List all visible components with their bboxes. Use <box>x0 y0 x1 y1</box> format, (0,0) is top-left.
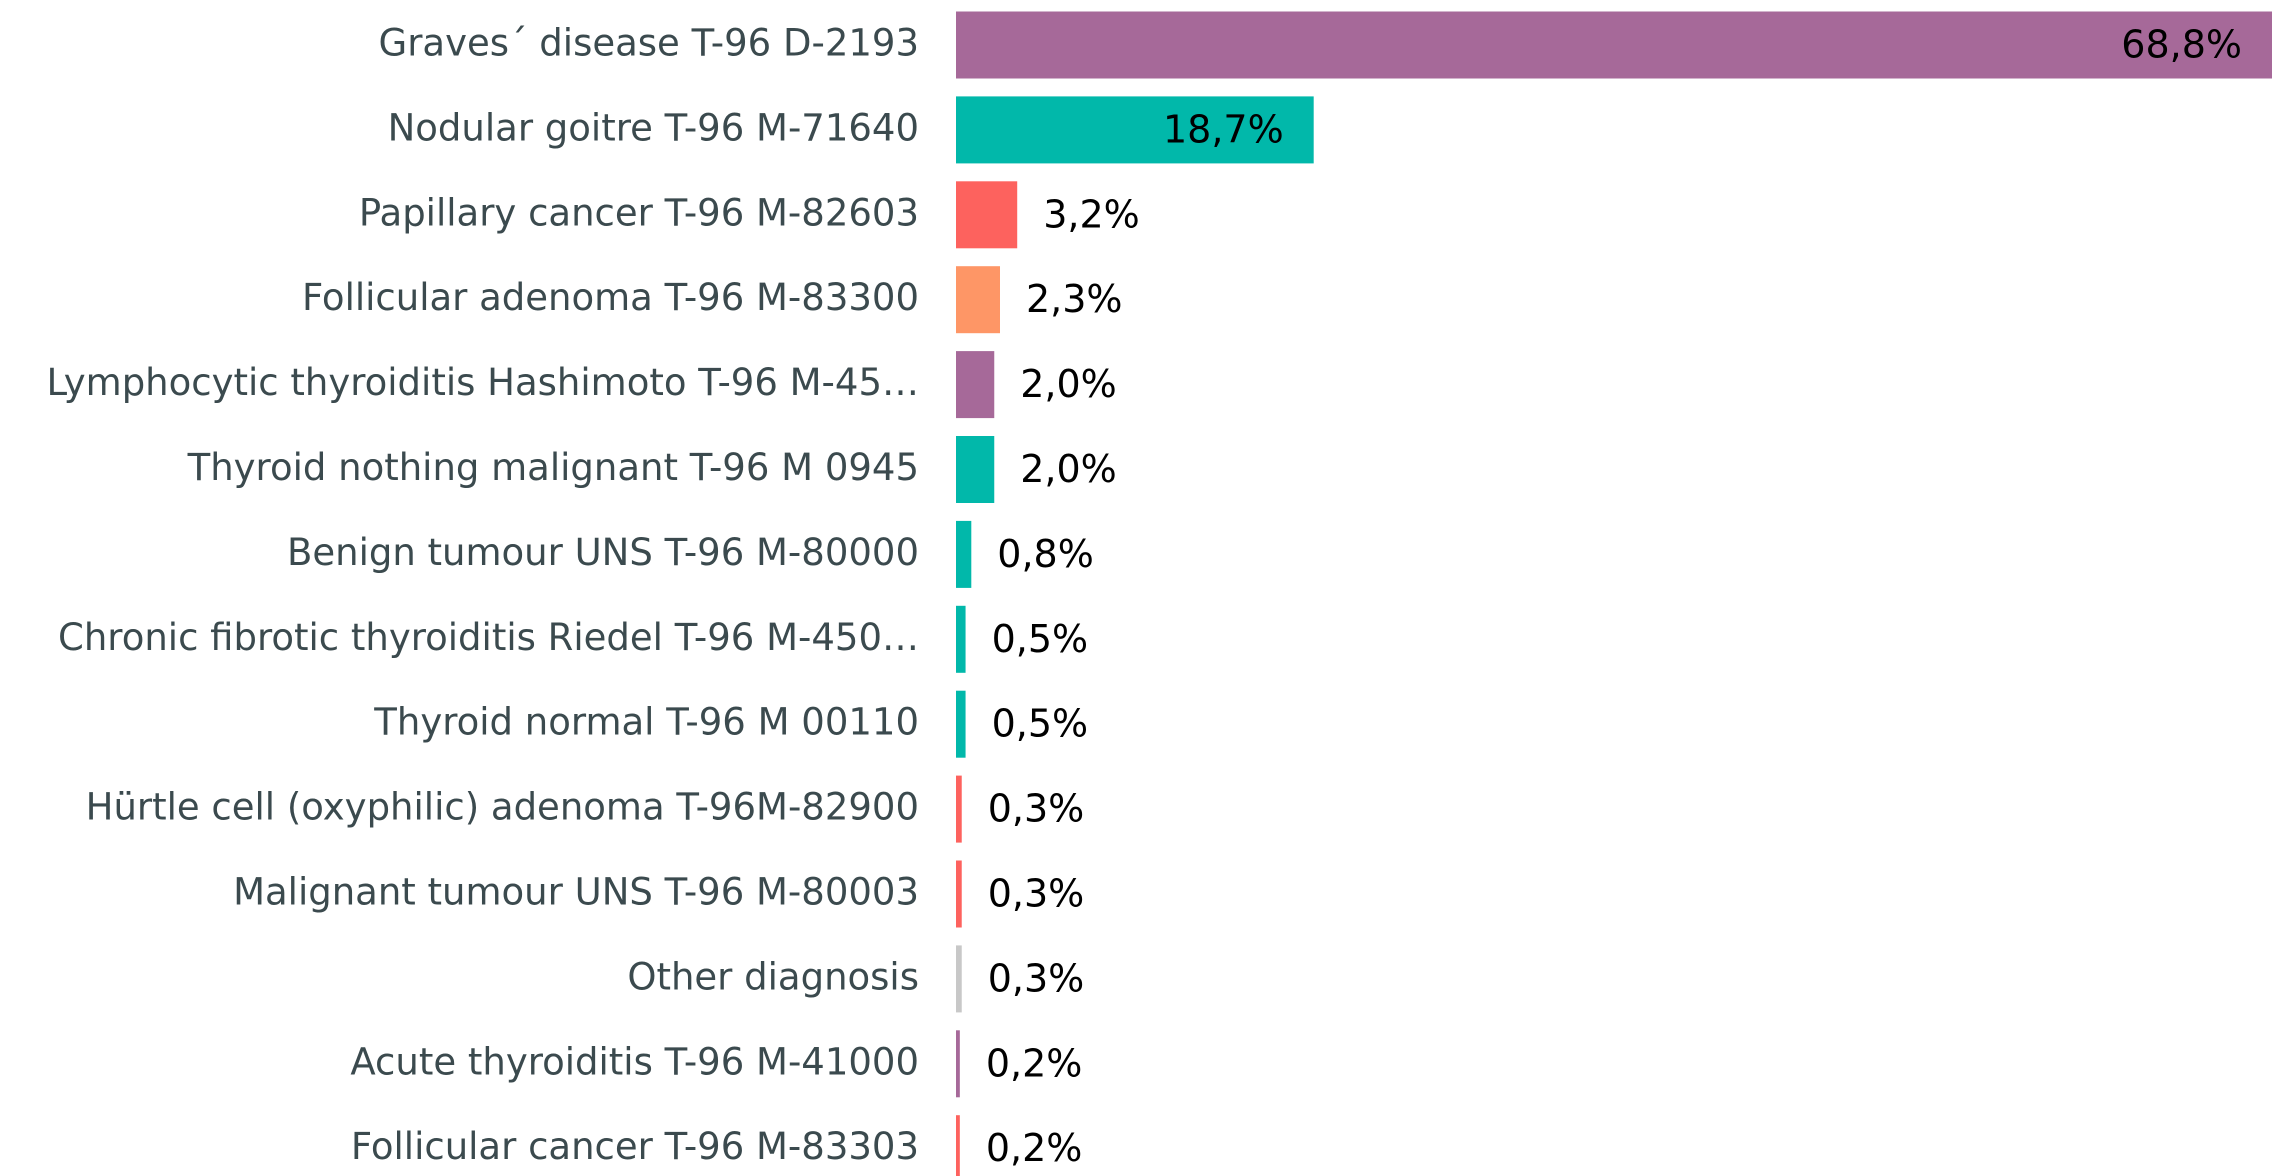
category-label: Follicular cancer T-96 M-83303 <box>351 1125 919 1168</box>
value-label: 2,3% <box>1026 277 1123 321</box>
category-label: Acute thyroiditis T-96 M-41000 <box>350 1040 919 1083</box>
value-label: 2,0% <box>1020 447 1117 491</box>
category-label: Chronic fibrotic thyroiditis Riedel T-96… <box>58 616 919 659</box>
bar <box>956 690 966 758</box>
value-label: 0,8% <box>997 532 1094 576</box>
value-label: 0,2% <box>986 1126 1083 1170</box>
value-label: 68,8% <box>2121 23 2242 67</box>
category-label: Nodular goitre T-96 M-71640 <box>388 106 919 149</box>
category-label: Thyroid normal T-96 M 00110 <box>373 701 919 744</box>
bar <box>956 436 995 503</box>
bar <box>956 775 962 843</box>
value-label: 0,5% <box>992 702 1089 746</box>
value-label: 0,3% <box>988 787 1085 831</box>
category-label: Hürtle cell (oxyphilic) adenoma T-96M-82… <box>86 786 919 829</box>
value-label: 2,0% <box>1020 362 1117 406</box>
value-label: 0,3% <box>988 956 1085 1000</box>
bar <box>956 96 1314 164</box>
category-label: Papillary cancer T-96 M-82603 <box>359 191 919 234</box>
value-label: 0,2% <box>986 1041 1083 1085</box>
bar <box>956 11 2272 79</box>
category-label: Other diagnosis <box>627 955 919 998</box>
bar <box>956 860 962 928</box>
category-label: Lymphocytic thyroiditis Hashimoto T-96 M… <box>47 361 919 404</box>
bar <box>956 181 1018 249</box>
bar <box>956 266 1000 334</box>
category-label: Benign tumour UNS T-96 M-80000 <box>287 531 919 574</box>
category-label: Malignant tumour UNS T-96 M-80003 <box>233 871 919 914</box>
bar <box>956 1115 960 1176</box>
bar <box>956 945 962 1013</box>
bar <box>956 1030 960 1098</box>
category-label: Follicular adenoma T-96 M-83300 <box>302 276 919 319</box>
bar <box>956 605 966 673</box>
value-label: 18,7% <box>1163 107 1284 151</box>
value-label: 0,5% <box>992 617 1089 661</box>
category-label: Thyroid nothing malignant T-96 M 0945 <box>187 446 919 489</box>
value-label: 0,3% <box>988 872 1085 916</box>
bar <box>956 520 972 588</box>
bar <box>956 351 995 419</box>
category-label: Graves´ disease T-96 D-2193 <box>379 22 919 65</box>
value-label: 3,2% <box>1043 192 1140 236</box>
